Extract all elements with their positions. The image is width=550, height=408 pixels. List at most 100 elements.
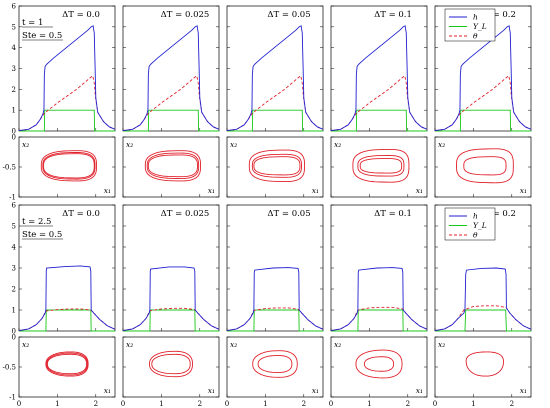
y-tick-label: 1 [12,307,16,315]
x-tick-label: 2 [198,400,202,408]
delta-t-label: ΔT = 0.0 [62,10,100,20]
legend-entry-h: h [473,13,478,22]
contour-line [251,153,302,178]
series-line-theta [434,305,532,332]
contour-line [45,351,89,377]
x1-axis-label: x₁ [312,186,319,195]
y-tick-label: 6 [12,202,17,210]
x2-axis-label: x₂ [22,140,29,149]
x2-axis-label: x₂ [126,340,133,349]
x2-axis-label: x₂ [438,340,445,349]
y-tick-label: 3 [12,65,16,73]
series-line-Y_L [331,109,427,132]
contour-frame [18,136,116,198]
series-line-h [330,267,428,332]
delta-t-label: ΔT = 0.2 [478,10,516,20]
contour-frame [434,336,532,398]
x1-axis-label: x₁ [520,386,527,395]
y-tick-label: -0.5 [3,364,17,372]
delta-t-label: ΔT = 0.0 [62,209,100,219]
contour-line [248,149,306,183]
profile-panel-2-2: ΔT = 0.025 [122,204,220,332]
legend-entry-Y_L: Y_L [473,22,487,31]
series-line-Y_L [435,309,531,332]
x2-axis-label: x₂ [334,340,341,349]
contour-line [357,155,405,177]
profile-panel-1-2: ΔT = 0.025 [122,5,220,132]
contour-frame [18,336,116,398]
contour-line [352,148,410,183]
series-line-theta [226,307,324,332]
profile-panel-1-5: ΔT = 0.2hY_Lθ [434,5,532,132]
x1-axis-label: x₁ [208,386,215,395]
series-line-theta [122,307,220,332]
delta-t-label: ΔT = 0.05 [267,10,310,20]
y-tick-label: 4 [12,244,17,252]
delta-t-label: ΔT = 0.2 [478,209,516,219]
x1-axis-label: x₁ [104,386,111,395]
contour-line [465,351,504,377]
x-tick-label: 1 [367,400,371,408]
time-label: t = 1 [22,18,43,28]
series-line-h [330,25,428,132]
contour-line [151,353,191,375]
x1-axis-label: x₁ [520,186,527,195]
x1-axis-label: x₁ [208,186,215,195]
contour-line [257,355,293,373]
delta-t-label: ΔT = 0.025 [161,209,210,219]
delta-t-label: ΔT = 0.1 [374,10,412,20]
contour-panel-1-4: x₂ x₁ [330,136,428,198]
series-line-Y_L [227,109,323,132]
contour-line [146,152,200,179]
profile-frame [122,5,220,132]
contour-panel-1-5: x₂ x₁ [434,136,532,198]
delta-t-label: ΔT = 0.1 [374,209,412,219]
y-tick-label: 4 [12,44,17,52]
profile-panel-1-1: 0 1 2 3 4 5 6 ΔT = 0.0 t = 1 Ste = 0.5 [12,3,116,136]
y-tick-label: -0.5 [3,164,17,172]
x2-axis-label: x₂ [334,140,341,149]
contour-frame [330,136,428,198]
series-line-h [434,267,532,332]
legend-entry-Y_L: Y_L [473,221,487,230]
legend: hY_Lθ [444,8,496,42]
y-tick-label: 6 [12,3,17,11]
x2-axis-label: x₂ [438,140,445,149]
x-tick-label: 0 [17,400,21,408]
contour-line [252,350,298,378]
y-tick-label: 0 [12,334,16,342]
y-tick-label: 2 [12,86,16,94]
legend: hY_Lθ [444,207,496,241]
contour-line [456,148,514,184]
series-line-theta [330,306,428,332]
x-tick-label: 1 [263,400,267,408]
delta-t-label: ΔT = 0.05 [267,209,310,219]
contour-line [46,352,88,376]
legend-box [444,207,496,241]
profile-panel-2-1: 0 1 2 3 4 5 6 ΔT = 0.0 t = 2.5 Ste = 0.5 [12,202,116,336]
contour-frame [122,336,220,398]
series-line-Y_L [19,309,115,332]
contour-line [355,349,403,379]
profile-frame [226,5,324,132]
contour-frame [330,336,428,398]
contour-line [144,150,202,182]
x-tick-label: 0 [329,400,333,408]
series-line-Y_L [331,309,427,332]
series-line-h [18,25,116,132]
series-line-h [434,25,532,132]
contour-line [363,356,395,372]
y-tick-label: 3 [12,265,16,273]
legend-box [444,8,496,42]
series-line-h [226,267,324,332]
x-tick-label: 0 [121,400,125,408]
legend-entry-theta: θ [473,231,478,240]
series-line-Y_L [19,109,115,132]
contour-line [46,353,88,375]
contour-line [43,153,95,179]
series-line-h [122,25,220,132]
y-tick-label: -1 [9,394,16,402]
contour-panel-2-5: x₂ x₁ 0 1 2 [433,336,532,408]
legend-entry-theta: θ [473,32,478,41]
y-tick-label: 5 [12,23,16,31]
